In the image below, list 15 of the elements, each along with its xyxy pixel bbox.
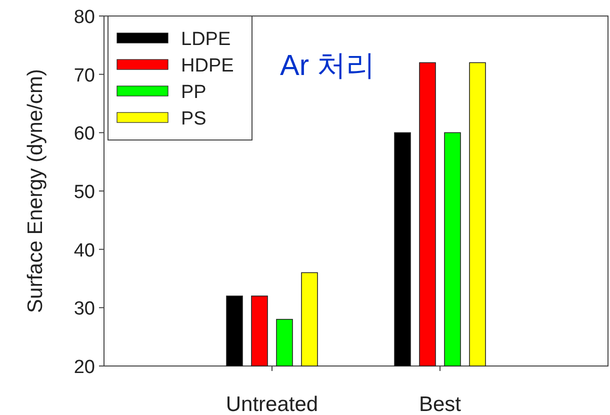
y-axis-title: Surface Energy (dyne/cm): [24, 69, 47, 313]
legend-label: HDPE: [181, 56, 234, 76]
y-tick-label: 20: [74, 357, 95, 378]
annotation: Ar 처리: [280, 50, 376, 82]
y-tick-label: 40: [74, 240, 95, 262]
y-tick-label: 60: [74, 124, 95, 145]
legend-label: LDPE: [181, 29, 231, 50]
legend-label: PP: [181, 82, 206, 103]
x-tick-label: Untreated: [226, 393, 318, 415]
y-tick-label: 50: [74, 182, 95, 203]
y-tick-label: 80: [74, 7, 95, 28]
x-tick-label: Best: [418, 393, 462, 415]
y-tick-label: 70: [74, 65, 95, 86]
legend-label: PS: [181, 108, 206, 130]
y-tick-label: 30: [74, 298, 95, 320]
